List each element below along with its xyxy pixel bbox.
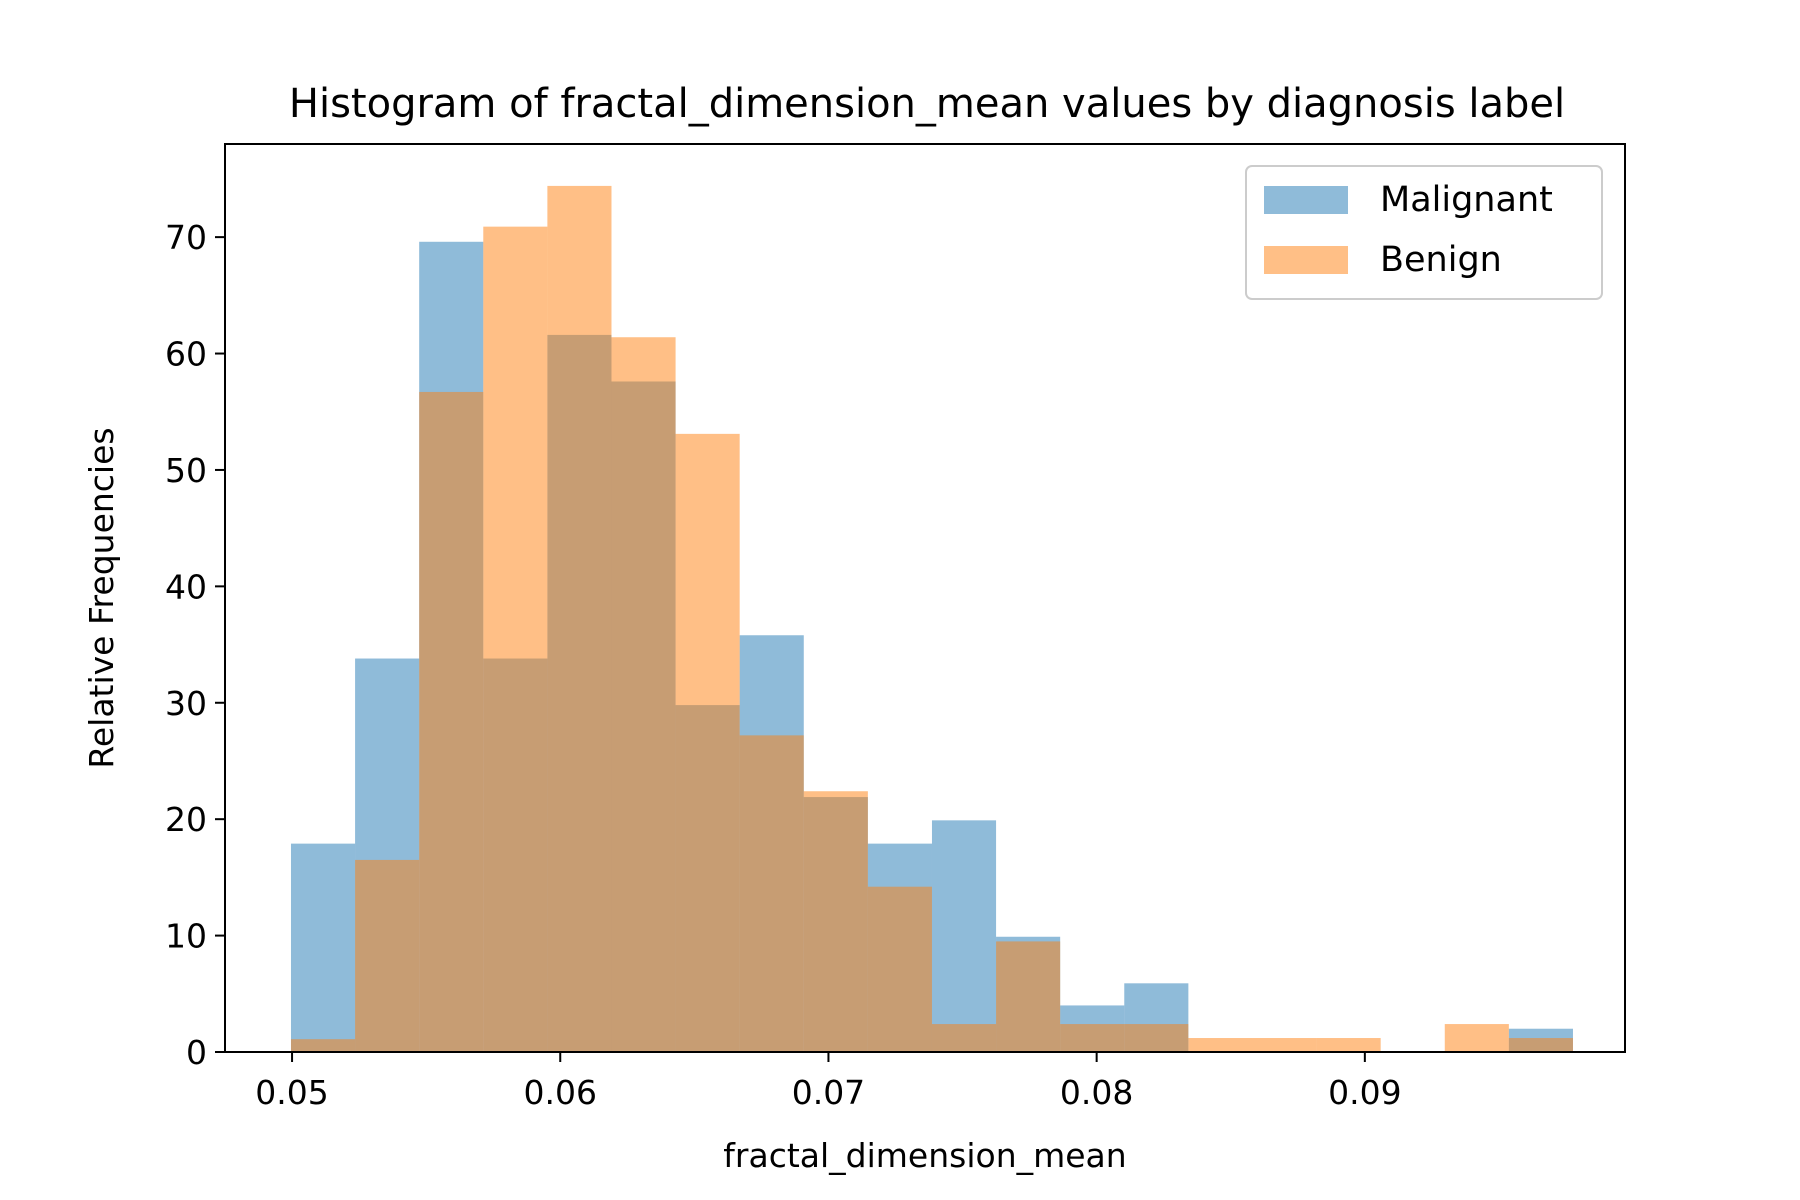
legend: Malignant Benign xyxy=(1245,165,1603,300)
bar-benign-10 xyxy=(931,1024,997,1052)
x-axis-label: fractal_dimension_mean xyxy=(723,1136,1126,1175)
y-tick-label: 60 xyxy=(165,335,207,374)
bar-benign-12 xyxy=(1060,1024,1125,1052)
x-tick-label: 0.09 xyxy=(1328,1073,1401,1112)
chart-title: Histogram of fractal_dimension_mean valu… xyxy=(289,81,1565,127)
bar-benign-11 xyxy=(996,941,1061,1052)
bar-benign-5 xyxy=(611,337,676,1052)
bar-malignant-0 xyxy=(290,843,356,1052)
bar-benign-6 xyxy=(675,433,740,1052)
y-tick-label: 20 xyxy=(165,800,207,839)
legend-swatch-benign xyxy=(1264,246,1348,274)
bar-benign-14 xyxy=(1188,1038,1253,1052)
bar-benign-16 xyxy=(1316,1038,1381,1052)
bar-benign-7 xyxy=(739,735,804,1052)
bar-benign-15 xyxy=(1252,1038,1317,1052)
bar-benign-18 xyxy=(1444,1024,1509,1052)
y-tick-label: 0 xyxy=(186,1033,207,1072)
y-tick-label: 30 xyxy=(165,684,207,723)
ticks-layer: 0.05 0.06 0.07 0.08 0.09 0 10 20 30 40 50 60 70 xyxy=(165,218,1402,1112)
bar-benign-0 xyxy=(290,1039,356,1052)
bar-benign-2 xyxy=(419,391,484,1052)
bar-benign-3 xyxy=(483,226,548,1052)
legend-label-malignant: Malignant xyxy=(1380,180,1553,220)
y-tick-label: 10 xyxy=(165,917,207,956)
bar-benign-1 xyxy=(355,859,420,1052)
bar-benign-4 xyxy=(547,185,612,1052)
y-tick-label: 40 xyxy=(165,567,207,606)
x-tick-label: 0.08 xyxy=(1060,1073,1133,1112)
plot-frame xyxy=(224,143,1626,1053)
bars-layer xyxy=(290,185,1573,1053)
x-tick-label: 0.07 xyxy=(792,1073,865,1112)
y-tick-label: 50 xyxy=(165,451,207,490)
bar-benign-8 xyxy=(803,791,868,1052)
y-axis-label: Relative Frequencies xyxy=(82,427,121,768)
x-tick-label: 0.06 xyxy=(524,1073,597,1112)
legend-label-benign: Benign xyxy=(1380,240,1502,280)
bar-benign-9 xyxy=(867,886,932,1052)
bar-benign-19 xyxy=(1508,1038,1573,1052)
x-tick-label: 0.05 xyxy=(255,1073,328,1112)
bar-benign-13 xyxy=(1124,1024,1189,1052)
legend-swatch-malignant xyxy=(1264,186,1348,214)
y-tick-label: 70 xyxy=(165,218,207,257)
bar-malignant-10 xyxy=(931,820,997,1052)
